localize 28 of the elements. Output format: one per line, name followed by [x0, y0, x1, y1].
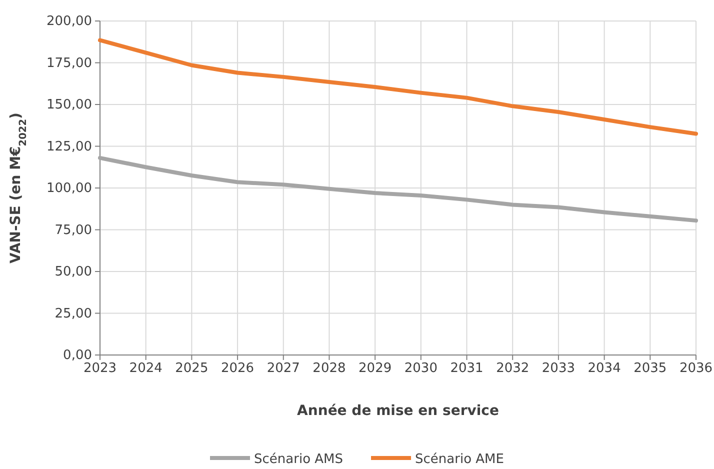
y-tick-label: 125,00: [46, 139, 92, 154]
x-tick-label: 2034: [588, 361, 621, 376]
x-tick-label: 2027: [266, 361, 300, 376]
y-tick-label: 25,00: [54, 306, 92, 322]
x-tick-label: 2030: [404, 361, 438, 376]
y-tick-label: 200,00: [46, 14, 92, 30]
x-tick-label: 2029: [358, 361, 392, 376]
x-tick-label: 2033: [542, 361, 576, 376]
line-series: [98, 38, 698, 136]
x-tick-label: 2028: [312, 361, 346, 376]
x-tick-label: 2024: [129, 361, 162, 376]
x-tick-label: 2025: [175, 361, 208, 376]
line-series: [98, 156, 698, 223]
x-tick-label: 2032: [496, 361, 530, 376]
legend-label: Scénario AME: [415, 452, 504, 467]
legend-label: Scénario AMS: [254, 452, 344, 467]
x-tick-label: 2026: [220, 361, 254, 376]
x-tick-label: 2036: [679, 361, 713, 376]
x-tick-label: 2035: [634, 361, 667, 376]
y-tick-label: 100,00: [46, 181, 92, 196]
y-tick-label: 0,00: [63, 348, 92, 364]
x-tick-label: 2023: [83, 361, 117, 376]
y-tick-label: 75,00: [54, 222, 92, 238]
y-tick-label: 150,00: [46, 98, 92, 113]
y-tick-label: 175,00: [46, 56, 92, 71]
y-tick-label: 50,00: [54, 264, 92, 280]
x-tick-label: 2031: [450, 361, 484, 376]
x-axis-title: Année de mise en service: [297, 403, 499, 419]
